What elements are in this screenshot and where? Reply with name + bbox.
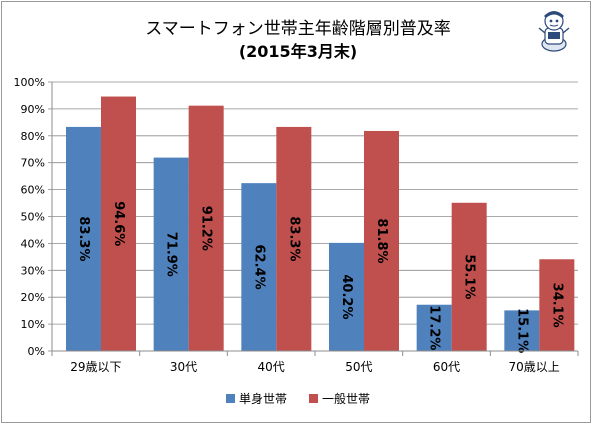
y-tick-label: 70% [21, 157, 45, 170]
bar-general [276, 126, 312, 351]
data-label: 34.1% [549, 283, 564, 328]
data-label: 94.6% [111, 201, 126, 246]
legend-swatch-general [309, 394, 318, 403]
y-tick-label: 0% [28, 345, 45, 358]
y-tick-label: 10% [21, 318, 45, 331]
bar-general [101, 96, 136, 351]
legend-swatch-single [225, 394, 235, 403]
bar-single [153, 157, 189, 351]
y-tick-label: 100% [14, 76, 45, 89]
bars [66, 96, 575, 351]
bar-general [451, 202, 487, 351]
mascot-logo-icon [538, 11, 570, 52]
chart-subtitle: (2015年3月末) [238, 42, 358, 61]
data-label: 15.1% [514, 308, 529, 353]
y-tick-label: 50% [21, 211, 45, 224]
legend-label-general: 一般世帯 [322, 392, 371, 406]
x-tick-label: 29歳以下 [70, 360, 121, 374]
x-axis-ticks: 29歳以下 30代 40代 50代 60代 70歳以上 [51, 351, 579, 374]
x-tick-label: 50代 [345, 360, 372, 374]
legend-item-single: 単身世帯 [225, 390, 287, 407]
bar-general [188, 105, 224, 351]
data-label: 71.9% [164, 232, 179, 277]
data-label: 83.3% [286, 216, 301, 261]
y-tick-label: 90% [21, 103, 45, 116]
y-tick-label: 20% [21, 291, 45, 304]
data-label: 55.1% [462, 254, 477, 299]
y-tick-label: 30% [21, 264, 45, 277]
x-tick-label: 30代 [170, 360, 197, 374]
data-label: 62.4% [251, 245, 266, 290]
y-axis-ticks: 0% 10% 20% 30% 40% 50% 60% 70% 80% 90% 100% [14, 76, 52, 358]
bar-general [539, 259, 575, 351]
bar-single [241, 183, 277, 351]
data-label: 40.2% [339, 274, 354, 319]
x-tick-label: 40代 [258, 360, 285, 374]
bar-general [364, 130, 399, 351]
x-tick-label: 70歳以上 [509, 360, 560, 374]
legend: 単身世帯 一般世帯 [2, 390, 592, 407]
bar-single [416, 304, 452, 351]
legend-label-single: 単身世帯 [238, 392, 287, 406]
data-label: 91.2% [199, 206, 214, 251]
chart-title: スマートフォン世帯主年齢階層別普及率 [145, 19, 451, 39]
bar-single [66, 126, 101, 351]
y-tick-label: 40% [21, 237, 45, 250]
y-tick-label: 60% [21, 184, 45, 197]
data-label: 81.8% [374, 218, 389, 263]
bar-single [329, 242, 364, 351]
axes [51, 82, 578, 352]
bar-single [504, 310, 540, 351]
data-label: 83.3% [76, 216, 91, 261]
data-labels: 83.3% 94.6% 71.9% 91.2% 62.4% 83.3% 40.2% 81.8%… [76, 201, 564, 353]
y-tick-label: 80% [21, 130, 45, 143]
data-label: 17.2% [427, 305, 442, 350]
legend-item-general: 一般世帯 [309, 390, 370, 407]
x-tick-label: 60代 [433, 360, 460, 374]
